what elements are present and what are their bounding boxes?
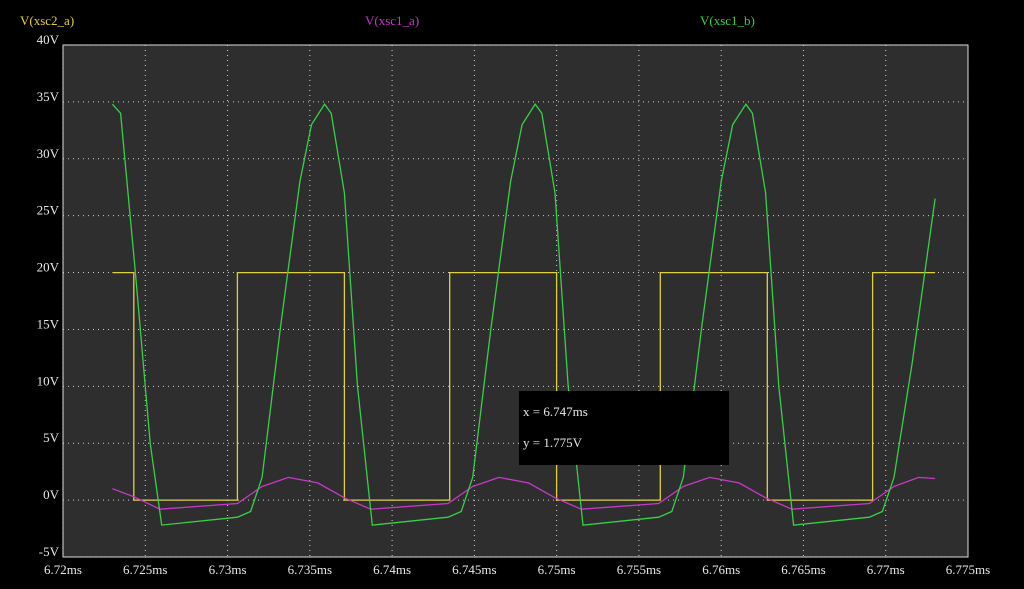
x-tick-label: 6.77ms	[867, 562, 905, 577]
y-tick-label: 40V	[37, 32, 60, 47]
trace	[112, 271, 936, 501]
x-tick-label: 6.76ms	[702, 562, 740, 577]
cursor-y: y = 1.775V	[523, 435, 583, 450]
cursor-x: x = 6.747ms	[523, 404, 588, 419]
legend-label: V(xsc1_b)	[700, 13, 755, 28]
y-tick-label: 25V	[37, 203, 60, 218]
y-tick-label: 15V	[37, 316, 60, 331]
x-tick-label: 6.765ms	[781, 562, 825, 577]
y-tick-label: -5V	[39, 544, 60, 559]
x-tick-label: 6.75ms	[538, 562, 576, 577]
y-tick-label: 5V	[43, 430, 60, 445]
y-tick-label: 10V	[37, 373, 60, 388]
y-tick-label: 20V	[37, 260, 60, 275]
x-tick-label: 6.775ms	[946, 562, 990, 577]
legend-label: V(xsc1_a)	[365, 13, 419, 28]
x-tick-label: 6.755ms	[617, 562, 661, 577]
y-tick-label: 30V	[37, 146, 60, 161]
x-tick-label: 6.735ms	[288, 562, 332, 577]
cursor-box	[519, 391, 729, 465]
x-tick-label: 6.745ms	[452, 562, 496, 577]
x-tick-label: 6.74ms	[373, 562, 411, 577]
trace	[111, 103, 936, 526]
traces	[111, 103, 936, 526]
x-tick-label: 6.725ms	[123, 562, 167, 577]
y-tick-label: 35V	[37, 89, 60, 104]
y-tick-label: 0V	[43, 487, 60, 502]
plot-area	[62, 44, 969, 558]
legend-label: V(xsc2_a)	[20, 13, 74, 28]
x-tick-label: 6.73ms	[209, 562, 247, 577]
x-tick-label: 6.72ms	[44, 562, 82, 577]
